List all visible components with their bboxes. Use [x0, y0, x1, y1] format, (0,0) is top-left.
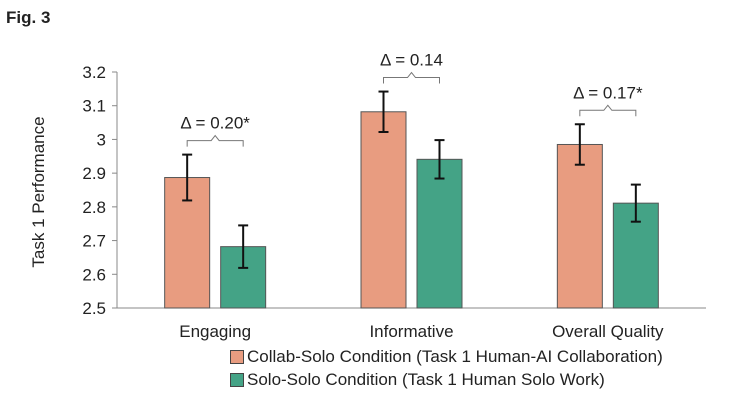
significance-bracket [186, 134, 244, 147]
y-tick-label: 3.1 [82, 97, 106, 116]
legend-label-collab-solo: Collab-Solo Condition (Task 1 Human-AI C… [247, 347, 663, 366]
y-tick-label: 2.6 [82, 265, 106, 284]
legend-swatch-solo-solo [230, 373, 244, 387]
legend: Collab-Solo Condition (Task 1 Human-AI C… [230, 347, 663, 393]
y-tick-label: 2.9 [82, 164, 106, 183]
x-tick-label: Engaging [179, 322, 251, 341]
y-tick-label: 3 [97, 130, 106, 149]
figure-label: Fig. 3 [6, 8, 51, 27]
bar-2-0 [556, 143, 603, 309]
x-tick-label: Informative [369, 322, 453, 341]
y-axis-label: Task 1 Performance [29, 116, 48, 267]
y-tick-label: 2.7 [82, 232, 106, 251]
y-tick-label: 2.5 [82, 299, 106, 318]
delta-annotation: Δ = 0.14 [380, 51, 443, 70]
legend-label-solo-solo: Solo-Solo Condition (Task 1 Human Solo W… [247, 370, 605, 389]
legend-item-collab-solo: Collab-Solo Condition (Task 1 Human-AI C… [230, 347, 663, 367]
significance-bracket [383, 71, 440, 84]
bar-chart: 2.5 2.6 2.7 2.8 2.9 3 3.1 3.2 Task 1 Performance… [29, 51, 706, 341]
delta-annotation: Δ = 0.17* [573, 83, 643, 102]
legend-item-solo-solo: Solo-Solo Condition (Task 1 Human Solo W… [230, 370, 663, 390]
significance-bracket [579, 104, 637, 117]
y-tick-label: 3.2 [82, 63, 106, 82]
legend-swatch-collab-solo [230, 350, 244, 364]
bar-1-0 [360, 111, 407, 309]
y-tick-label: 2.8 [82, 198, 106, 217]
delta-annotation: Δ = 0.20* [180, 114, 250, 133]
x-tick-label: Overall Quality [552, 322, 664, 341]
bar-1-1 [416, 158, 463, 309]
